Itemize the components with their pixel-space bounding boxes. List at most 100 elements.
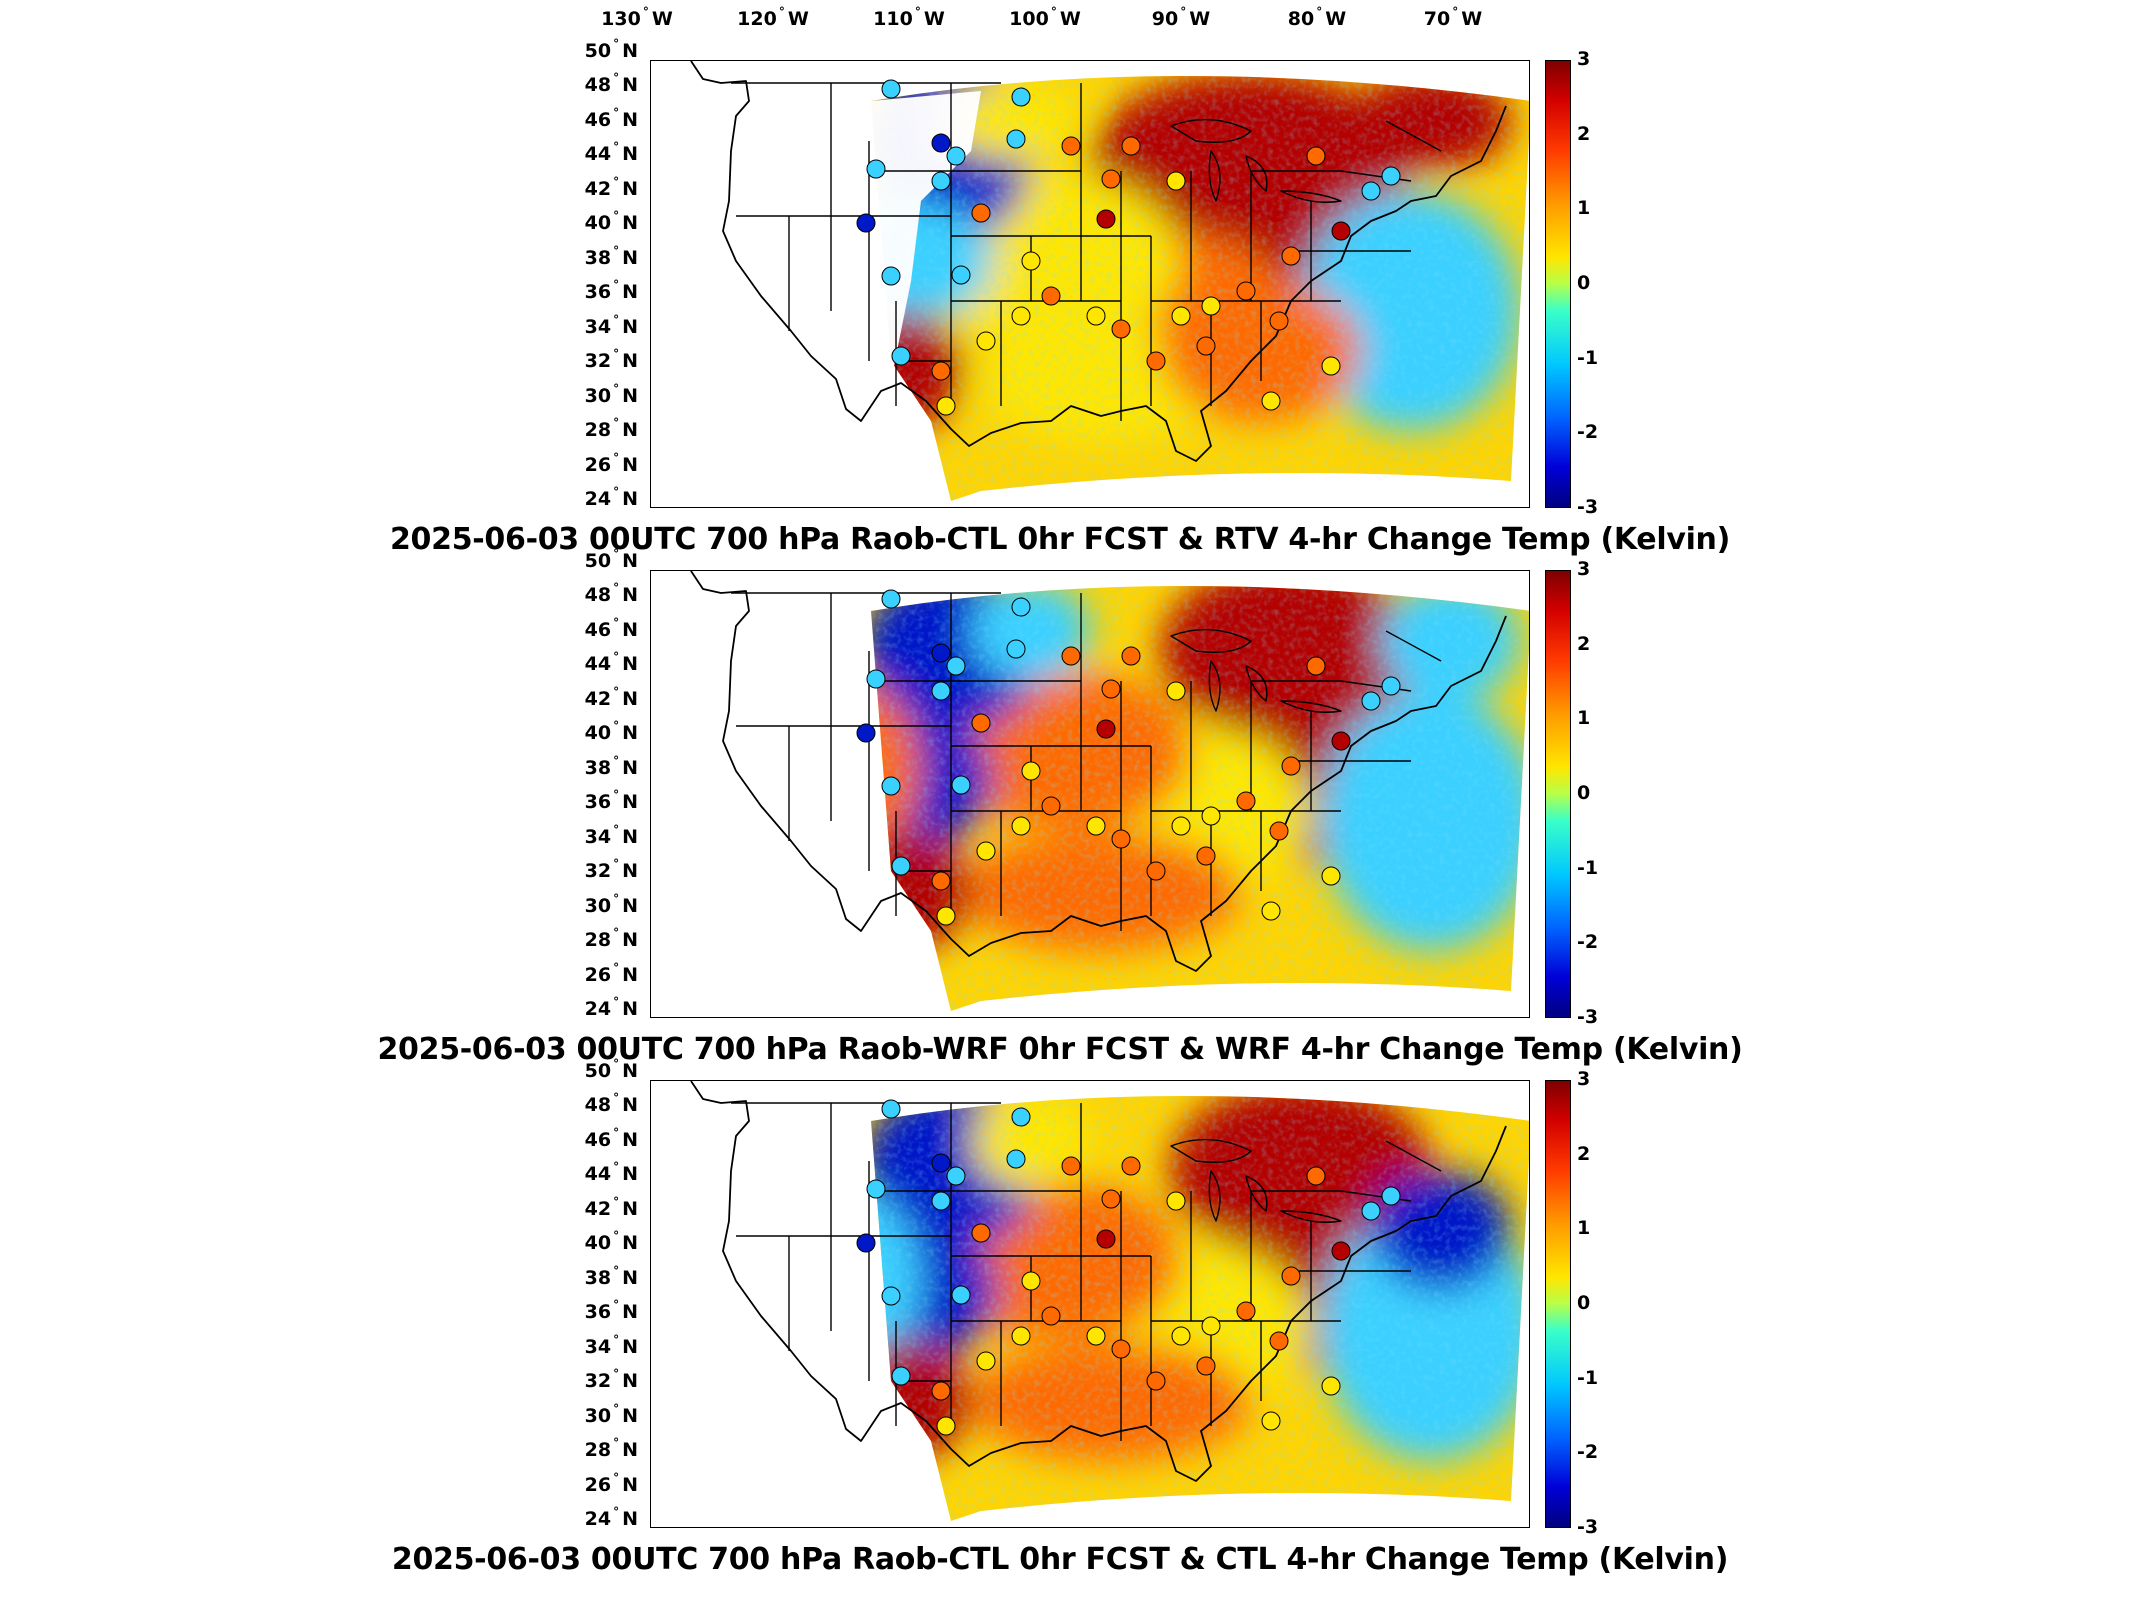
great-lake <box>1170 1138 1252 1163</box>
raob-station-marker <box>1306 1166 1326 1186</box>
raob-station-marker <box>1006 1149 1026 1169</box>
lat-tick-label: 24 ° N <box>584 1505 638 1530</box>
great-lake <box>1170 118 1252 143</box>
lat-tick-label: 32 ° N <box>584 857 638 883</box>
raob-station-marker <box>1086 306 1106 326</box>
no-data-region <box>871 91 981 421</box>
lat-tick-label: 30 ° N <box>584 381 638 407</box>
raob-station-marker <box>1101 1189 1121 1209</box>
panel-title: 2025-06-03 00UTC 700 hPa Raob-WRF 0hr FC… <box>377 1032 1743 1067</box>
colorbar-tick-label: -1 <box>1577 1366 1599 1389</box>
raob-station-marker <box>936 906 956 926</box>
field-texture <box>871 586 1529 1011</box>
raob-station-marker <box>1331 221 1351 241</box>
raob-station-marker <box>1021 1271 1041 1291</box>
great-lake <box>1280 1210 1342 1223</box>
raob-station-marker <box>1146 1371 1166 1391</box>
colorbar-tick-label: 2 <box>1577 1142 1591 1165</box>
colorbar-tick-label: -1 <box>1577 856 1599 879</box>
raob-station-marker <box>931 681 951 701</box>
raob-station-marker <box>881 776 901 796</box>
raob-station-marker <box>1011 1107 1031 1127</box>
raob-station-marker <box>1201 296 1221 316</box>
colorbar-tick-label: -2 <box>1577 421 1599 444</box>
lat-tick-label: 26 ° N <box>584 960 638 986</box>
raob-station-marker <box>1146 861 1166 881</box>
lon-tick-label: 120 ° W <box>737 5 809 30</box>
lat-tick-label: 32 ° N <box>584 347 638 373</box>
raob-station-marker <box>856 723 876 743</box>
lat-tick-label: 46 ° N <box>584 105 638 131</box>
raob-station-marker <box>1121 646 1141 666</box>
raob-station-marker <box>1321 866 1341 886</box>
lat-tick-label: 28 ° N <box>584 416 638 442</box>
raob-station-marker <box>881 1099 901 1119</box>
lat-tick-label: 40 ° N <box>584 209 638 235</box>
raob-station-marker <box>1171 816 1191 836</box>
raob-station-marker <box>1011 87 1031 107</box>
lat-tick-label: 48 ° N <box>584 71 638 97</box>
raob-station-marker <box>1321 356 1341 376</box>
lat-tick-label: 44 ° N <box>584 650 638 676</box>
colorbar-tick-label: -3 <box>1577 496 1599 518</box>
raob-station-marker <box>1269 311 1289 331</box>
raob-station-marker <box>931 871 951 891</box>
colorbar-tick-label: -2 <box>1577 931 1599 954</box>
lat-tick-label: 46 ° N <box>584 615 638 641</box>
lat-tick-label: 38 ° N <box>584 243 638 269</box>
raob-station-marker <box>1061 136 1081 156</box>
raob-station-marker <box>1281 756 1301 776</box>
map-canvas <box>690 1081 1529 1521</box>
raob-station-marker <box>1111 829 1131 849</box>
raob-station-marker <box>951 265 971 285</box>
great-lake <box>1245 155 1268 192</box>
lon-tick-label: 80 ° W <box>1287 5 1347 30</box>
raob-station-marker <box>1146 351 1166 371</box>
raob-station-marker <box>1201 1316 1221 1336</box>
raob-station-marker <box>1121 136 1141 156</box>
map-rtv <box>650 60 1530 508</box>
raob-station-marker <box>1261 391 1281 411</box>
raob-station-marker <box>881 1286 901 1306</box>
colorbar <box>1545 570 1571 1018</box>
raob-station-marker <box>931 1153 951 1173</box>
raob-station-marker <box>1061 646 1081 666</box>
raob-station-marker <box>1006 129 1026 149</box>
lat-tick-label: 30 ° N <box>584 891 638 917</box>
map-canvas <box>690 571 1529 1011</box>
lat-tick-label: 34 ° N <box>584 822 638 848</box>
colorbar-tick-label: -1 <box>1577 346 1599 369</box>
raob-station-marker <box>1006 639 1026 659</box>
colorbar-tick-label: -3 <box>1577 1006 1599 1028</box>
raob-station-marker <box>891 1366 911 1386</box>
lat-tick-label: 48 ° N <box>584 581 638 607</box>
raob-station-marker <box>1361 181 1381 201</box>
raob-station-marker <box>1061 1156 1081 1176</box>
raob-station-marker <box>1096 1229 1116 1249</box>
raob-station-marker <box>1196 336 1216 356</box>
coastline <box>690 1081 1507 1482</box>
colorbar-tick-label: 3 <box>1577 1068 1591 1090</box>
raob-station-marker <box>1361 691 1381 711</box>
lat-tick-label: 24 ° N <box>584 485 638 510</box>
raob-station-marker <box>1331 731 1351 751</box>
raob-station-marker <box>971 203 991 223</box>
lat-tick-label: 42 ° N <box>584 174 638 200</box>
raob-station-marker <box>936 1416 956 1436</box>
raob-station-marker <box>1331 1241 1351 1261</box>
colorbar-tick-label: 1 <box>1577 707 1591 730</box>
raob-station-marker <box>1196 846 1216 866</box>
raob-station-marker <box>1086 1326 1106 1346</box>
lat-tick-label: 40 ° N <box>584 1229 638 1255</box>
raob-station-marker <box>891 856 911 876</box>
lat-tick-label: 42 ° N <box>584 684 638 710</box>
raob-station-marker <box>946 146 966 166</box>
raob-station-marker <box>1381 166 1401 186</box>
raob-station-marker <box>1381 1186 1401 1206</box>
panel-title: 2025-06-03 00UTC 700 hPa Raob-CTL 0hr FC… <box>389 522 1731 557</box>
raob-station-marker <box>1281 1266 1301 1286</box>
raob-station-marker <box>856 213 876 233</box>
raob-station-marker <box>931 643 951 663</box>
field-texture <box>871 1096 1529 1521</box>
lat-tick-label: 44 ° N <box>584 140 638 166</box>
